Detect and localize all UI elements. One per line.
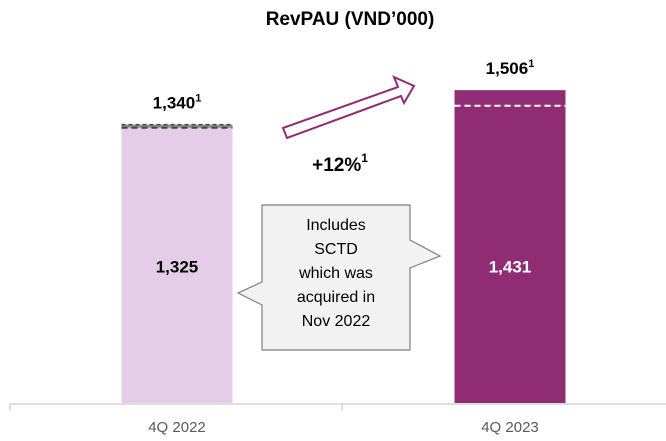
callout-text: Includes — [306, 217, 366, 234]
footnote-mark: 1 — [528, 58, 534, 70]
total-value: 1,506 — [486, 60, 529, 79]
change-label: +12%1 — [312, 151, 368, 176]
bar-segment — [121, 127, 233, 403]
callout-text: Nov 2022 — [302, 313, 371, 330]
callout-text: which was — [298, 265, 373, 282]
footnote-mark: 1 — [195, 93, 201, 105]
bar-segment — [454, 90, 566, 106]
callout-box — [236, 204, 442, 351]
total-label: 1,5061 — [486, 58, 535, 79]
chart-title: RevPAU (VND’000) — [266, 9, 435, 30]
change-value: +12% — [312, 155, 361, 176]
total-label: 1,3401 — [153, 93, 202, 114]
bar-segment — [121, 124, 233, 128]
footnote-mark: 1 — [361, 151, 368, 165]
bar-segment — [454, 105, 566, 403]
x-tick-label: 4Q 2023 — [481, 419, 539, 436]
callout-text: acquired in — [297, 289, 375, 306]
callout-text: SCTD — [314, 241, 358, 258]
total-value: 1,340 — [153, 94, 196, 113]
x-tick-label: 4Q 2022 — [148, 419, 206, 436]
growth-arrow — [281, 75, 416, 140]
bar-value-label: 1,431 — [489, 257, 532, 276]
bar-value-label: 1,325 — [156, 257, 199, 276]
